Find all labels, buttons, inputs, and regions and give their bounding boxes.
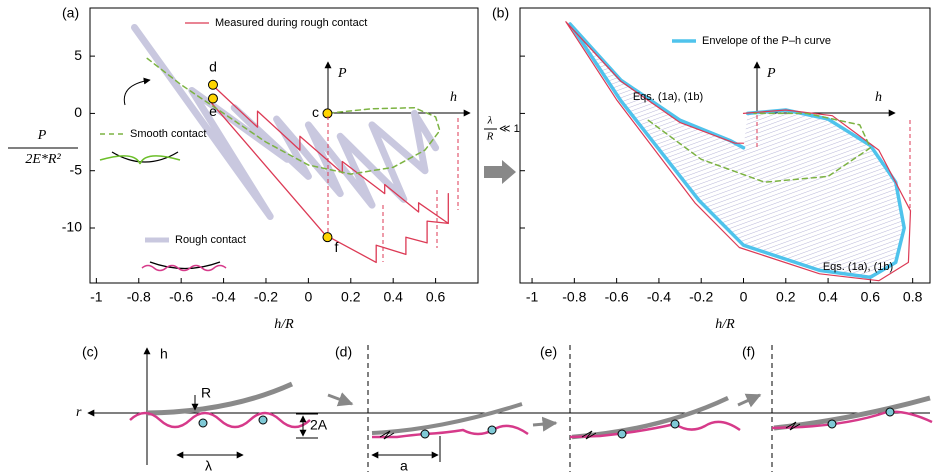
legend-label: Measured during rough contact [215, 17, 367, 29]
y-tick-label: 0 [74, 104, 82, 120]
contact-radius-label: a [400, 458, 408, 474]
point-label: c [312, 104, 319, 120]
point-label: d [209, 58, 217, 74]
panel-label: (d) [335, 344, 352, 360]
x-tick-label: 0.6 [426, 289, 446, 305]
legend-label: Smooth contact [130, 128, 206, 140]
x-tick-label: 0 [304, 289, 312, 305]
ratio-numerator: λ [487, 115, 493, 127]
series-line [208, 82, 449, 264]
wavelength-label: λ [205, 458, 212, 474]
x-axis-label: h/R [274, 317, 294, 332]
y-label-denominator: 2E*R² [25, 152, 61, 167]
x-tick-label: 0.2 [776, 289, 796, 305]
h-label: h [160, 346, 168, 362]
x-tick-label: 0.4 [383, 289, 403, 305]
panel-label: (e) [540, 344, 557, 360]
annotation: Eqs. (1a), (1b) [823, 261, 893, 273]
radius-label: R [201, 385, 211, 401]
inset-y-label: P [337, 66, 347, 81]
x-tick-label: -0.4 [647, 289, 671, 305]
series-line [568, 22, 906, 280]
series-line [647, 112, 872, 183]
x-tick-label: -0.4 [212, 289, 236, 305]
series-line [565, 21, 912, 282]
point [207, 93, 218, 104]
inset-x-label: h [875, 90, 882, 105]
smooth-inset [99, 77, 181, 165]
inset-x-label: h [450, 90, 457, 105]
x-axis-label: h/R [715, 317, 735, 332]
legend-label: Rough contact [175, 234, 246, 246]
ratio-denominator: R [486, 131, 494, 143]
panel-label: (a) [62, 5, 79, 21]
x-tick-label: 0 [740, 289, 748, 305]
y-tick-label: 5 [74, 47, 82, 63]
series-line [131, 24, 440, 220]
point [322, 108, 333, 119]
transition-arrow [484, 160, 516, 184]
annotation: Eqs. (1a), (1b) [633, 91, 703, 103]
point [207, 79, 218, 90]
y-label-numerator: P [37, 128, 47, 143]
panel-label: (b) [492, 5, 509, 21]
x-tick-label: 0.8 [903, 289, 923, 305]
y-tick-label: -10 [62, 219, 82, 235]
inset-y-label: P [766, 66, 776, 81]
x-tick-label: 0.6 [861, 289, 881, 305]
panel-label: (c) [82, 344, 98, 360]
x-tick-label: -1 [526, 289, 539, 305]
jump-lines [327, 115, 911, 262]
series-line [146, 57, 441, 175]
point-label: e [209, 103, 217, 119]
r-label: r [76, 405, 82, 420]
rough-inset [141, 261, 227, 272]
ratio-relation: ≪ 1 [499, 123, 520, 135]
diagram: r (c) h R 2A λ (d) a (e) (f) [76, 344, 933, 474]
amplitude-label: 2A [310, 417, 328, 433]
panel-label: (f) [742, 344, 755, 360]
plot-frame [519, 7, 931, 284]
y-tick-label: -5 [70, 161, 83, 177]
x-tick-label: -1 [90, 289, 103, 305]
x-tick-label: -0.8 [562, 289, 586, 305]
x-tick-label: -0.2 [689, 289, 713, 305]
plot-frame [89, 7, 479, 284]
x-tick-label: 0.4 [818, 289, 838, 305]
legend-label: Envelope of the P–h curve [702, 35, 831, 47]
point-label: f [335, 239, 339, 255]
x-tick-label: -0.6 [605, 289, 629, 305]
point [322, 232, 333, 243]
x-tick-label: -0.2 [254, 289, 278, 305]
x-tick-label: -0.8 [127, 289, 151, 305]
x-tick-label: 0.2 [341, 289, 361, 305]
charts: -1 -0.8 -0.6 -0.4 -0.2 0 0.2 0.4 0.650-5-10(a)h/… [8, 5, 931, 332]
x-tick-label: -0.6 [169, 289, 193, 305]
